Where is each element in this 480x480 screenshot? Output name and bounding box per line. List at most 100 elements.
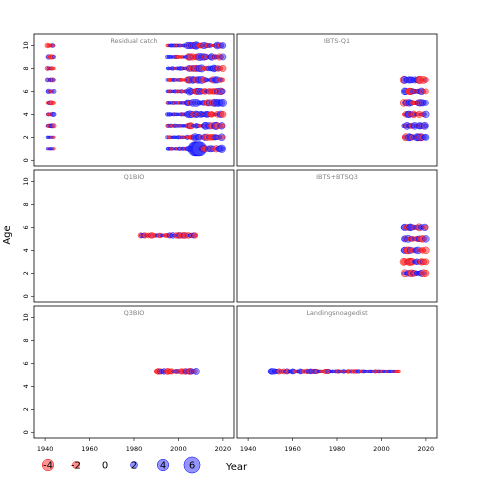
bubble: [423, 88, 429, 95]
bubble: [194, 233, 198, 237]
panel-title: Residual catch: [110, 37, 157, 45]
bubble: [423, 100, 429, 106]
legend: -4 -2 0 2 4 6: [41, 456, 201, 474]
y-tick-label: 0: [22, 430, 30, 434]
panel-4: Q3BIO 0 2 4 6 8 10 1940 1960 1980 2000 2020: [22, 305, 235, 453]
y-tick-label: 2: [22, 135, 30, 139]
y-tick-label: 2: [22, 407, 30, 411]
bubble: [52, 147, 56, 151]
panel-0: Residual catch 0 2 4 6 8 10: [22, 33, 235, 167]
bubble: [422, 258, 430, 266]
bubble: [52, 66, 56, 71]
y-tick-label: 6: [22, 225, 30, 229]
legend-label: -4: [43, 461, 53, 472]
panel-2: Q1BIO 0 2 4 6 8 10: [22, 169, 235, 303]
panel-2-bubbles: [137, 232, 199, 239]
bubble: [422, 269, 430, 277]
y-tick-label: 8: [22, 202, 30, 206]
bubble: [423, 77, 429, 83]
legend-bubble: [72, 461, 80, 469]
x-axis-title: Year: [225, 462, 248, 473]
x-tick-label: 1940: [240, 445, 257, 453]
bubble: [192, 368, 200, 375]
panel-title: IBTS-Q1: [324, 37, 350, 45]
panel-3: IBTS+BTSQ3: [236, 169, 438, 303]
bubble: [52, 44, 56, 47]
bubble: [397, 369, 401, 373]
x-tick-label: 1980: [126, 445, 143, 453]
y-tick-label: 8: [22, 66, 30, 70]
panel-3-bubbles: [399, 223, 430, 278]
panel-1-bubbles: [399, 75, 430, 142]
bubble: [422, 235, 430, 243]
y-axis-title: Age: [2, 225, 13, 244]
y-tick-label: 10: [22, 177, 30, 185]
bubble: [52, 55, 56, 59]
panel-frame: [33, 169, 235, 303]
bubble: [220, 77, 225, 82]
y-tick-label: 10: [22, 41, 30, 49]
panel-title: Q3BIO: [124, 309, 145, 317]
x-tick-label: 1960: [284, 445, 301, 453]
x-tick-label: 2000: [170, 445, 187, 453]
y-tick-label: 10: [22, 313, 30, 321]
legend-label: 2: [131, 461, 137, 472]
bubble: [220, 88, 226, 95]
panel-5: Landingsnoagedist 1940 1960 1980 2000 2020: [236, 305, 438, 453]
bubble: [51, 112, 57, 117]
bubble: [219, 110, 227, 118]
bubble: [52, 135, 56, 139]
bubble: [423, 123, 428, 128]
legend-label: 0: [102, 461, 108, 472]
bubble: [423, 224, 429, 230]
legend-label: 6: [189, 461, 195, 472]
x-tick-label: 1940: [37, 445, 54, 453]
bubble: [52, 101, 56, 105]
panel-frame: [236, 169, 438, 303]
panel-frame: [236, 33, 438, 167]
bubble: [422, 133, 430, 141]
panel-4-bubbles: [154, 368, 200, 375]
panel-frame: [33, 33, 235, 167]
bubble: [422, 110, 430, 118]
panel-title: Landingsnoagedist: [306, 309, 368, 317]
y-tick-label: 4: [22, 248, 30, 252]
y-tick-label: 8: [22, 338, 30, 342]
x-tick-label: 2000: [373, 445, 390, 453]
x-tick-label: 2020: [418, 445, 435, 453]
panels-layer: Residual catch 0 2 4 6 8 10 IBTS-Q1 Q1BIO 0 2 4 6 8 10…: [22, 33, 438, 453]
bubble: [219, 65, 227, 72]
x-tick-label: 1960: [81, 445, 98, 453]
bubble: [220, 146, 225, 151]
x-tick-label: 1980: [329, 445, 346, 453]
legend-bubble: [41, 458, 55, 472]
bubble: [219, 42, 227, 49]
y-tick-label: 6: [22, 89, 30, 93]
bubble: [51, 89, 57, 94]
x-tick-label: 2020: [215, 445, 232, 453]
bubble: [219, 53, 227, 61]
panel-title: IBTS+BTSQ3: [316, 173, 358, 181]
panel-1: IBTS-Q1: [236, 33, 438, 167]
y-tick-label: 0: [22, 158, 30, 162]
bubble: [422, 246, 430, 255]
y-tick-label: 6: [22, 361, 30, 365]
y-tick-label: 2: [22, 271, 30, 275]
y-tick-label: 4: [22, 112, 30, 116]
panel-0-bubbles: [44, 41, 227, 157]
panel-5-bubbles: [267, 368, 401, 375]
bubble: [220, 123, 226, 128]
legend-bubble: [156, 458, 170, 472]
y-tick-label: 4: [22, 384, 30, 388]
legend-label: -2: [71, 461, 81, 472]
legend-bubble: [183, 456, 201, 474]
bubble: [51, 123, 57, 129]
bubble: [52, 78, 56, 82]
panel-frame: [33, 305, 235, 439]
panel-title: Q1BIO: [124, 173, 145, 181]
y-tick-label: 0: [22, 294, 30, 298]
legend-bubble: [130, 461, 138, 469]
bubble: [218, 98, 227, 107]
bubble: [220, 135, 225, 140]
